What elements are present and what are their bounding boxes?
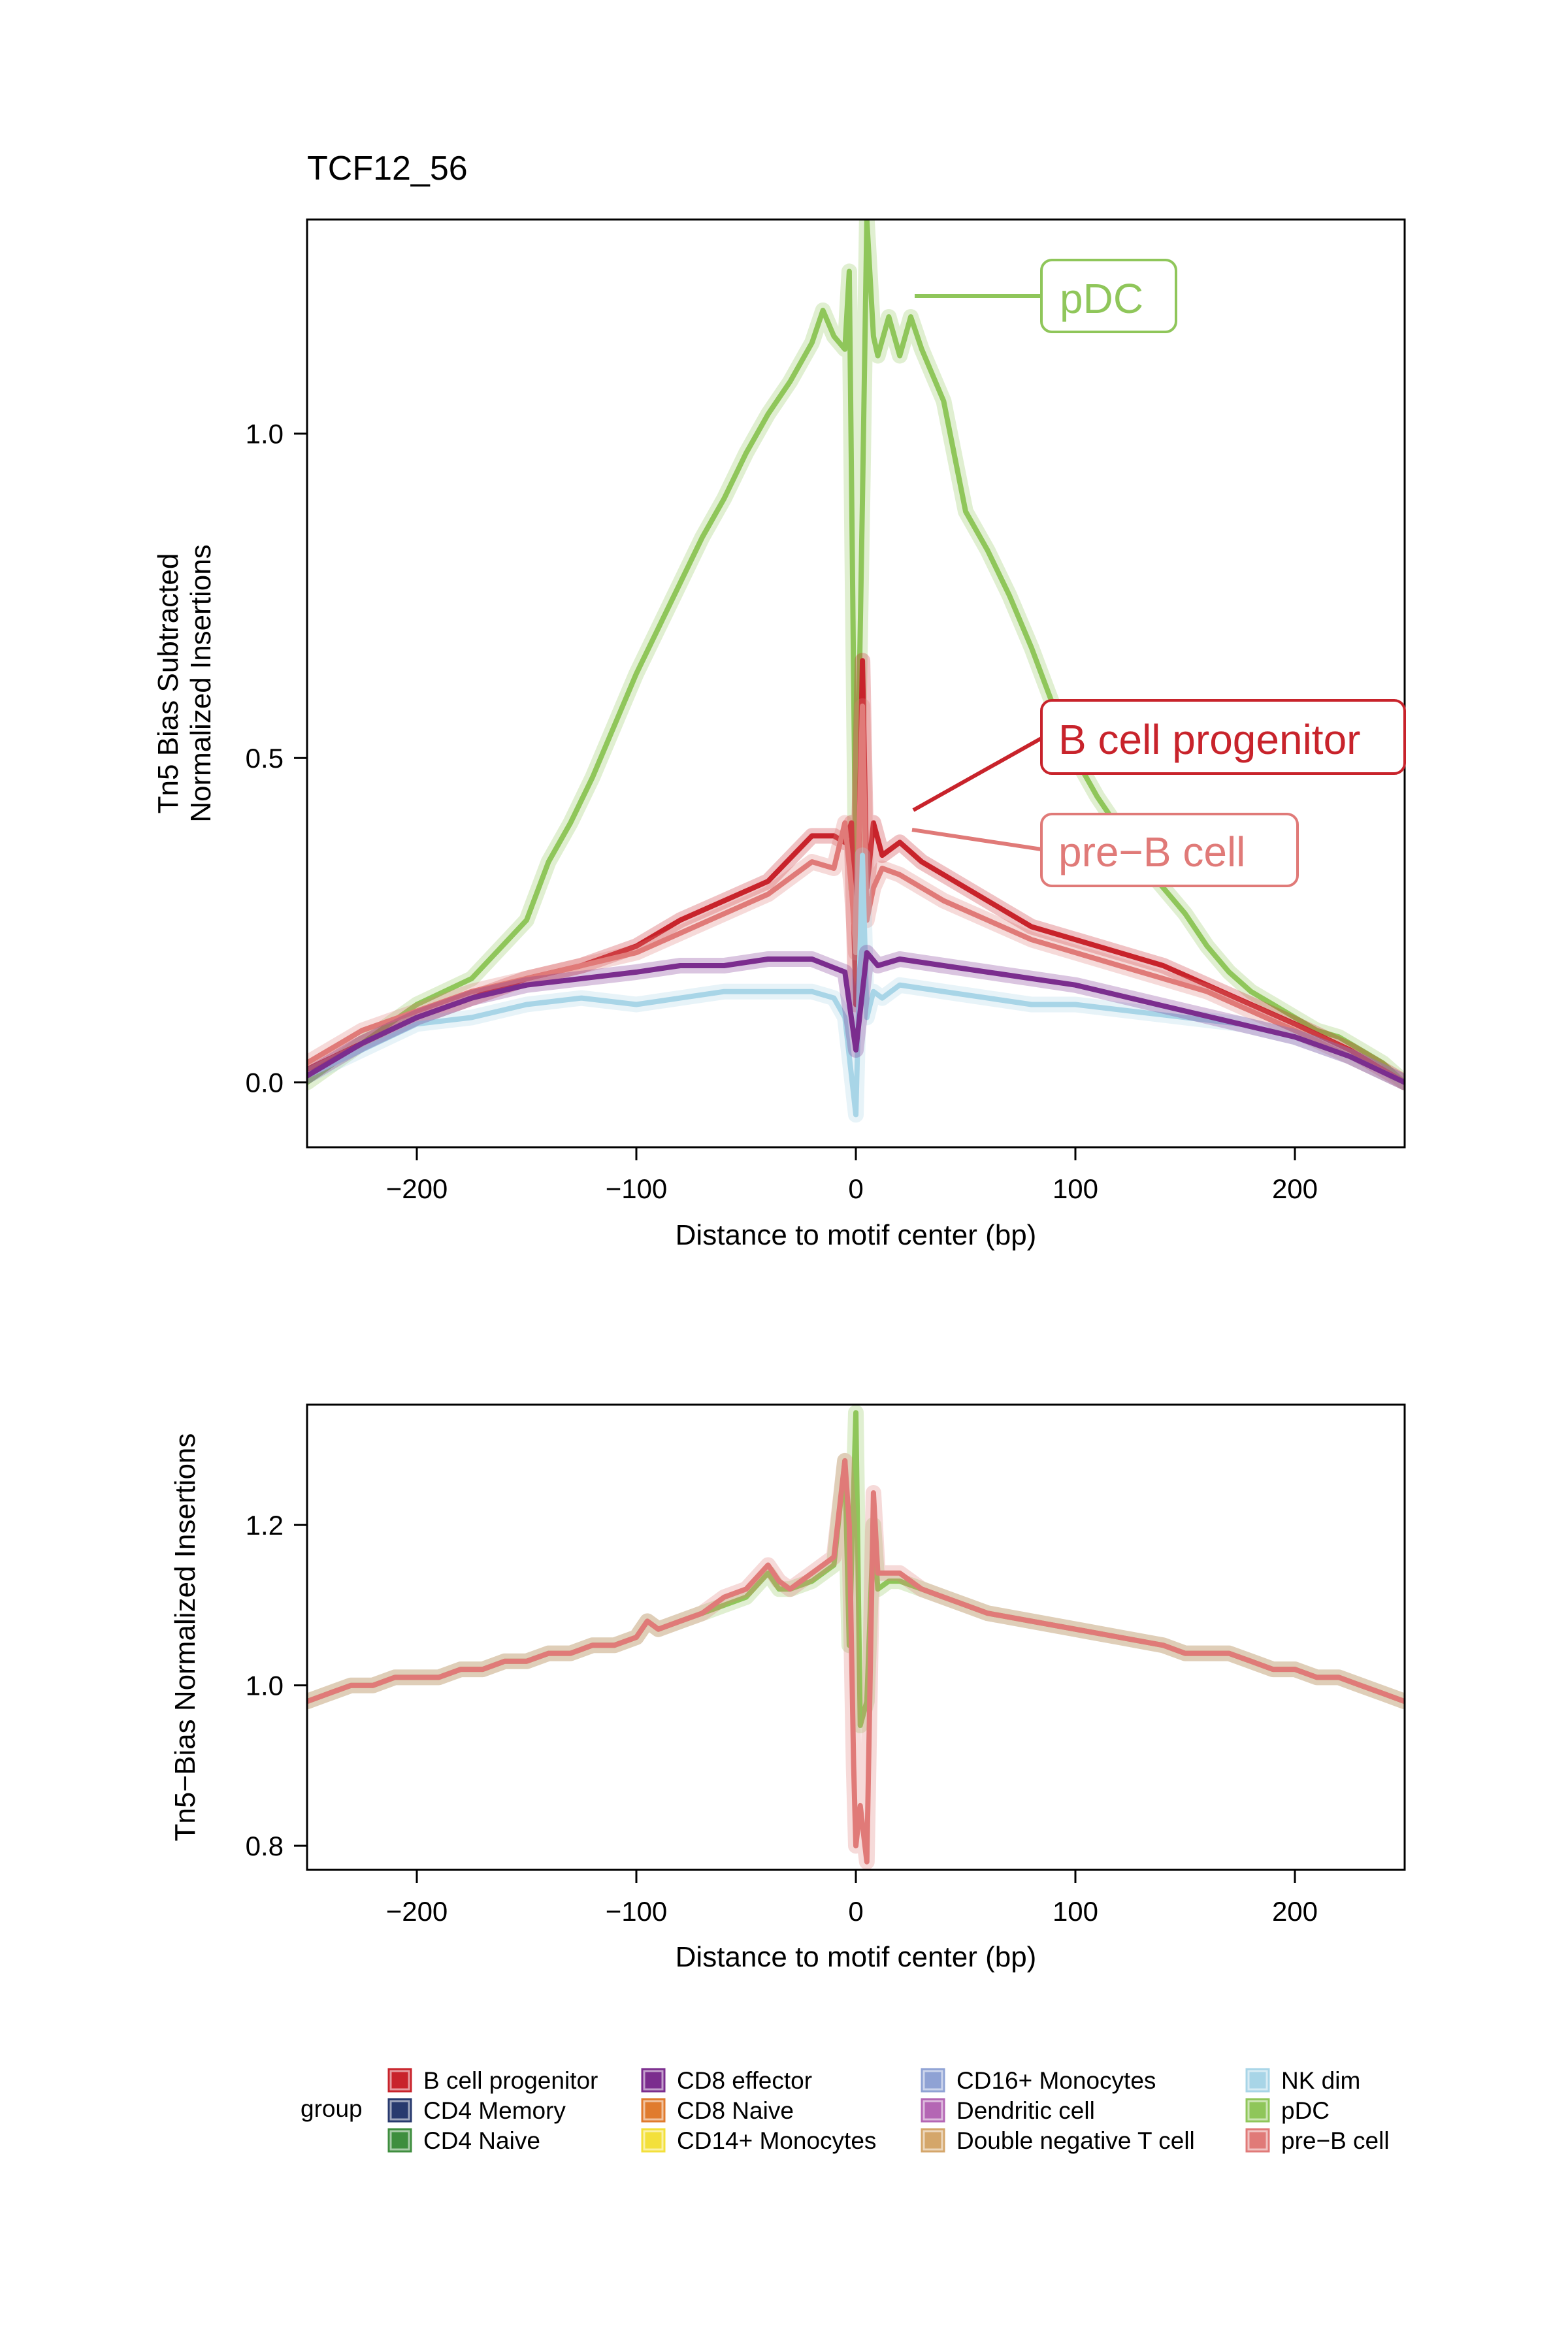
legend-swatch-inner-nk-dim [1247,2070,1268,2091]
bottom-y-axis-title: Tn5−Bias Normalized Insertions [169,1433,201,1842]
bottom-y-axis: 0.8 1.0 1.2 [246,1510,307,1861]
callout-pre-b-cell: pre−B cell [911,813,1299,887]
legend-label-cd4-naive: CD4 Naive [423,2127,540,2154]
bottom-series-group [307,1405,1405,1870]
legend-label-nk-dim: NK dim [1281,2067,1360,2094]
legend-swatch-inner-cd14-monocytes [643,2130,664,2151]
legend-label-dendritic-cell: Dendritic cell [956,2097,1095,2124]
legend-swatch-inner-dendritic-cell [923,2100,943,2121]
legend-swatch-inner-b-cell-progenitor [389,2070,410,2091]
legend-swatch-inner-cd8-effector [643,2070,664,2091]
bottom-x-tick-label: −200 [386,1896,448,1927]
callout-pdc-label: pDC [1060,275,1143,322]
top-panel: TCF12_56 −200 −100 0 100 200 0.0 0.5 1.0 Dista… [152,150,1406,1251]
bottom-x-tick-label: 200 [1272,1896,1318,1927]
legend-swatch-inner-pre-b-cell [1247,2130,1268,2151]
bottom-y-tick-label: 1.2 [246,1510,284,1541]
top-x-tick-label: −200 [386,1173,448,1204]
bottom-x-tick-label: −100 [606,1896,668,1927]
legend-label-pdc: pDC [1281,2097,1330,2124]
top-x-tick-label: 0 [848,1173,863,1204]
top-series-line-nk-dim [307,853,1405,1118]
callout-b-cell-progenitor: B cell progenitor [912,699,1406,812]
legend-label-pre-b-cell: pre−B cell [1281,2127,1390,2154]
legend-label-cd8-effector: CD8 effector [677,2067,812,2094]
legend-title: group [301,2095,363,2122]
legend-swatch-inner-cd4-memory [389,2100,410,2121]
bottom-y-tick-label: 1.0 [246,1671,284,1701]
bottom-series-line-pre-b-cell [307,1458,1405,1865]
bottom-x-tick-label: 0 [848,1896,863,1927]
top-x-tick-label: 200 [1272,1173,1318,1204]
callout-pdc: pDC [915,259,1177,333]
legend-label-b-cell-progenitor: B cell progenitor [423,2067,598,2094]
legend-swatch-inner-double-negative-t-cell [923,2130,943,2151]
callout-pdc-box [1040,259,1177,333]
callout-pre-b-cell-box [1040,813,1299,887]
top-x-axis-title: Distance to motif center (bp) [676,1219,1037,1251]
legend-label-cd4-memory: CD4 Memory [423,2097,566,2124]
bottom-x-tick-label: 100 [1053,1896,1098,1927]
callout-pre-b-cell-label: pre−B cell [1058,828,1245,875]
bottom-x-axis-title: Distance to motif center (bp) [676,1941,1037,1973]
legend-label-double-negative-t-cell: Double negative T cell [956,2127,1195,2154]
legend-swatch-inner-cd8-naive [643,2100,664,2121]
top-series-line-cd8-effector [307,950,1405,1085]
top-y-axis-title-line2: Normalized Insertions [185,544,217,823]
legend-label-cd14-monocytes: CD14+ Monocytes [677,2127,876,2154]
top-chart-title: TCF12_56 [307,150,468,188]
top-y-tick-label: 0.5 [246,743,284,774]
legend-swatch-inner-cd16-monocytes [923,2070,943,2091]
bottom-y-tick-label: 0.8 [246,1831,284,1861]
callout-b-cell-progenitor-label: B cell progenitor [1058,716,1360,763]
top-series-line-pre-b-cell [307,703,1405,1085]
callout-b-cell-progenitor-box [1040,699,1406,775]
top-y-axis: 0.0 0.5 1.0 [246,419,307,1098]
top-y-tick-label: 0.0 [246,1068,284,1098]
top-x-tick-label: −100 [606,1173,668,1204]
bottom-panel: −200 −100 0 100 200 0.8 1.0 1.2 Distance to mo… [169,1403,1406,1973]
top-series-group [307,220,1405,1123]
top-series-line-pdc [307,220,1405,1085]
legend-swatch-inner-cd4-naive [389,2130,410,2151]
legend-label-cd16-monocytes: CD16+ Monocytes [956,2067,1156,2094]
top-x-axis: −200 −100 0 100 200 [386,1147,1318,1204]
callout-pre-b-cell-leader [911,828,1042,851]
callout-b-cell-progenitor-leader [912,736,1043,812]
legend-swatch-inner-pdc [1247,2100,1268,2121]
legend-label-cd8-naive: CD8 Naive [677,2097,794,2124]
bottom-x-axis: −200 −100 0 100 200 [386,1870,1318,1927]
top-x-tick-label: 100 [1053,1173,1098,1204]
top-y-axis-title-line1: Tn5 Bias Subtracted [152,553,184,814]
top-y-tick-label: 1.0 [246,419,284,449]
legend: group B cell progenitor CD4 Memory CD4 Nai… [301,2066,1390,2155]
